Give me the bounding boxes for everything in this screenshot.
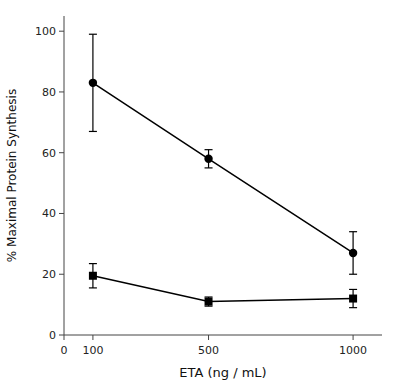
error-bar xyxy=(349,289,357,307)
error-bar xyxy=(205,150,213,168)
y-tick xyxy=(59,274,64,275)
x-tick-label: 100 xyxy=(82,344,103,357)
y-tick-label: 20 xyxy=(42,268,56,281)
error-bar xyxy=(89,34,97,131)
series-line xyxy=(93,276,353,302)
y-tick-label: 100 xyxy=(35,25,56,38)
x-tick xyxy=(92,335,93,340)
point xyxy=(204,155,212,163)
point xyxy=(89,79,97,87)
y-tick xyxy=(59,152,64,153)
x-axis-line xyxy=(64,335,382,336)
y-tick xyxy=(59,213,64,214)
y-tick-label: 0 xyxy=(49,329,56,342)
point xyxy=(205,298,213,306)
point xyxy=(349,249,357,257)
x-tick-label: 1000 xyxy=(339,344,367,357)
y-axis-label: % Maximal Protein Synthesis xyxy=(5,89,19,262)
series-line xyxy=(93,83,353,253)
point xyxy=(89,272,97,280)
chart: 0 100 500 1000 0 20 40 60 80 100 ETA (ng / mL) % Ma… xyxy=(0,0,400,389)
x-tick xyxy=(353,335,354,340)
error-bar xyxy=(89,264,97,288)
y-tick xyxy=(59,91,64,92)
error-bar xyxy=(205,297,213,306)
y-tick-label: 60 xyxy=(42,147,56,160)
y-tick xyxy=(59,31,64,32)
y-tick-label: 80 xyxy=(42,86,56,99)
y-tick xyxy=(59,335,64,336)
y-axis-line xyxy=(64,16,65,335)
error-bar xyxy=(349,232,357,275)
x-tick xyxy=(208,335,209,340)
x-tick xyxy=(64,335,65,340)
x-tick-label: 500 xyxy=(198,344,219,357)
x-tick-label: 0 xyxy=(61,344,68,357)
y-tick-label: 40 xyxy=(42,207,56,220)
x-axis-label: ETA (ng / mL) xyxy=(179,365,266,380)
point xyxy=(349,295,357,303)
plot-area xyxy=(89,34,358,307)
